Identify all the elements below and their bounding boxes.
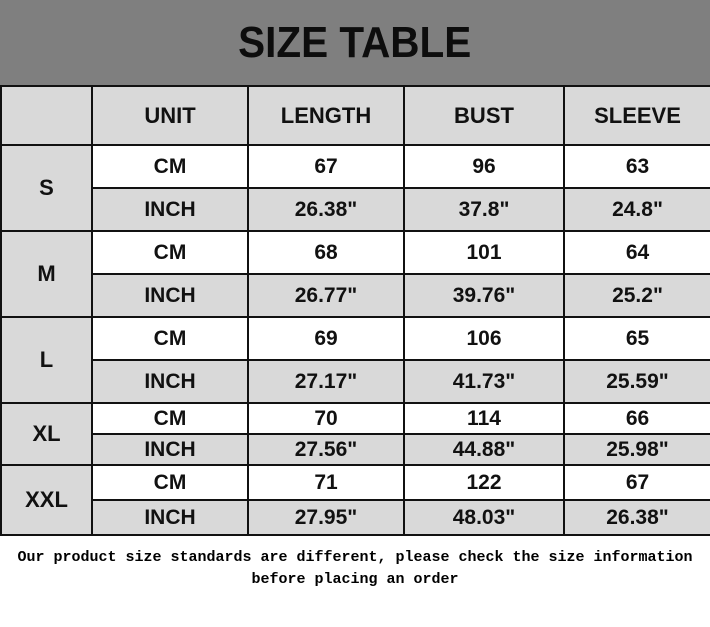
bust-value-l-cm: 106 [403, 316, 565, 361]
bust-value-m-cm: 101 [403, 230, 565, 275]
table-row-m-inch: INCH 26.77" 39.76" 25.2" [1, 273, 710, 318]
bust-value-xl-cm: 114 [403, 402, 565, 435]
length-value-m-cm: 68 [247, 230, 405, 275]
table-row-s-inch: INCH 26.38" 37.8" 24.8" [1, 187, 710, 232]
size-label-xl: XL [0, 402, 93, 466]
length-value-l-inch: 27.17" [247, 359, 405, 404]
unit-cell-xxl-inch: INCH [91, 499, 249, 536]
sleeve-value-s-cm: 63 [563, 144, 710, 189]
length-value-l-cm: 69 [247, 316, 405, 361]
length-value-m-inch: 26.77" [247, 273, 405, 318]
table-row-l-inch: INCH 27.17" 41.73" 25.59" [1, 359, 710, 404]
length-value-xl-cm: 70 [247, 402, 405, 435]
unit-cell-s-inch: INCH [91, 187, 249, 232]
sleeve-value-xl-cm: 66 [563, 402, 710, 435]
size-label-xxl: XXL [0, 464, 93, 536]
table-row-xxl-inch: INCH 27.95" 48.03" 26.38" [1, 499, 710, 536]
bust-value-xl-inch: 44.88" [403, 433, 565, 466]
table-header-row: UNIT LENGTH BUST SLEEVE [0, 85, 710, 146]
sleeve-value-s-inch: 24.8" [563, 187, 710, 232]
length-value-xxl-cm: 71 [247, 464, 405, 501]
length-value-xxl-inch: 27.95" [247, 499, 405, 536]
sleeve-value-xxl-cm: 67 [563, 464, 710, 501]
table-row-s-cm: S CM 67 96 63 [0, 144, 710, 232]
unit-cell-xxl-cm: CM [91, 464, 249, 501]
bust-value-s-inch: 37.8" [403, 187, 565, 232]
table-row-m-cm: M CM 68 101 64 [0, 230, 710, 318]
column-header-bust: BUST [403, 85, 565, 146]
table-row-xxl-cm: XXL CM 71 122 67 [0, 464, 710, 536]
column-header-sleeve: SLEEVE [563, 85, 710, 146]
size-label-s: S [0, 144, 93, 232]
unit-cell-l-inch: INCH [91, 359, 249, 404]
table-row-l-cm: L CM 69 106 65 [0, 316, 710, 404]
diagonal-split-cell [0, 85, 93, 146]
unit-cell-s-cm: CM [91, 144, 249, 189]
footer-note: Our product size standards are different… [0, 536, 710, 591]
unit-cell-xl-cm: CM [91, 402, 249, 435]
bust-value-l-inch: 41.73" [403, 359, 565, 404]
column-header-length: LENGTH [247, 85, 405, 146]
bust-value-m-inch: 39.76" [403, 273, 565, 318]
column-header-unit: UNIT [91, 85, 249, 146]
size-table: UNIT LENGTH BUST SLEEVE S CM 67 96 63 INCH 26.… [0, 85, 710, 536]
bust-value-s-cm: 96 [403, 144, 565, 189]
table-row-xl-inch: INCH 27.56" 44.88" 25.98" [1, 433, 710, 466]
sleeve-value-l-inch: 25.59" [563, 359, 710, 404]
size-label-l: L [0, 316, 93, 404]
sleeve-value-xxl-inch: 26.38" [563, 499, 710, 536]
footer-note-line1: Our product size standards are different… [17, 549, 693, 566]
bust-value-xxl-cm: 122 [403, 464, 565, 501]
unit-cell-m-cm: CM [91, 230, 249, 275]
unit-cell-xl-inch: INCH [91, 433, 249, 466]
table-row-xl-cm: XL CM 70 114 66 [0, 402, 710, 466]
size-label-m: M [0, 230, 93, 318]
length-value-s-inch: 26.38" [247, 187, 405, 232]
sleeve-value-xl-inch: 25.98" [563, 433, 710, 466]
footer-note-line2: before placing an order [251, 571, 459, 588]
unit-cell-l-cm: CM [91, 316, 249, 361]
size-table-body: UNIT LENGTH BUST SLEEVE S CM 67 96 63 INCH 26.… [0, 85, 710, 536]
length-value-xl-inch: 27.56" [247, 433, 405, 466]
length-value-s-cm: 67 [247, 144, 405, 189]
sleeve-value-m-inch: 25.2" [563, 273, 710, 318]
sleeve-value-m-cm: 64 [563, 230, 710, 275]
page-title: SIZE TABLE [238, 17, 472, 67]
sleeve-value-l-cm: 65 [563, 316, 710, 361]
bust-value-xxl-inch: 48.03" [403, 499, 565, 536]
unit-cell-m-inch: INCH [91, 273, 249, 318]
size-table-title-bar: SIZE TABLE [0, 0, 710, 85]
